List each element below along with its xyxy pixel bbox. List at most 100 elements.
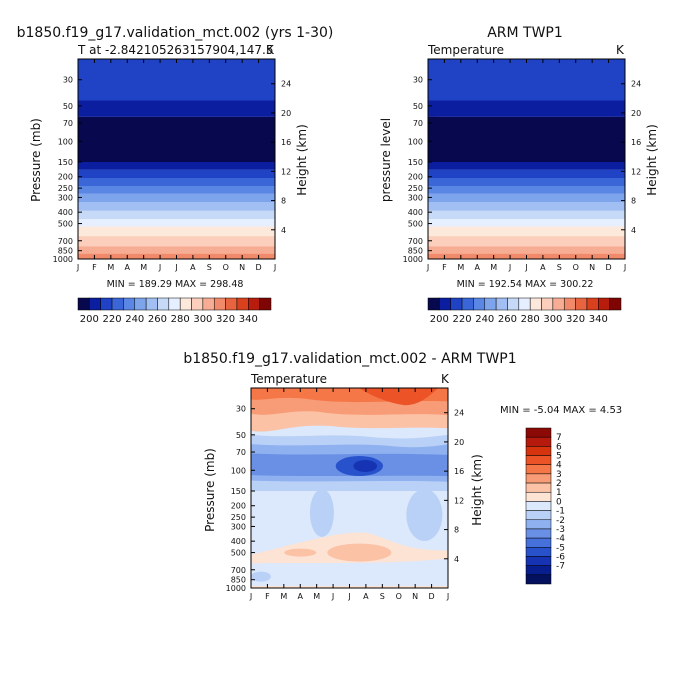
colorbar-label: 340 xyxy=(239,314,258,325)
colorbar-label: 320 xyxy=(216,314,235,325)
colorbar-swatch xyxy=(123,297,136,311)
colorbar-label: 300 xyxy=(193,314,212,325)
x-tick-label: N xyxy=(239,263,245,272)
y-tick-label: 850 xyxy=(408,247,423,256)
colorbar-label: 200 xyxy=(430,314,449,325)
x-tick-label: J xyxy=(426,263,429,272)
y2-tick-label: 12 xyxy=(631,167,641,176)
colorbar-label: 2 xyxy=(556,479,562,489)
field-diff xyxy=(251,388,448,588)
colorbar-swatch xyxy=(525,427,552,438)
contour-band xyxy=(428,219,625,227)
colorbar-swatch xyxy=(248,297,260,311)
panel-diff-subtitle: Temperature xyxy=(250,372,327,386)
colorbar-swatch xyxy=(525,547,552,557)
colorbar-swatch xyxy=(168,297,181,311)
y-tick-label: 700 xyxy=(231,566,246,575)
x-tick-label: O xyxy=(223,263,229,272)
x-tick-label: J xyxy=(174,263,177,272)
y-tick-label: 250 xyxy=(58,184,73,193)
contour-band xyxy=(78,116,275,163)
y2-tick-label: 4 xyxy=(281,226,286,235)
colorbar-label: 340 xyxy=(589,314,608,325)
y2-tick-label: 8 xyxy=(631,197,636,206)
colorbar-swatch xyxy=(525,519,552,530)
x-tick-label: A xyxy=(298,592,304,601)
contour-band xyxy=(78,100,275,117)
colorbar-swatch xyxy=(145,297,158,311)
panel-model-title: b1850.f19_g17.validation_mct.002 (yrs 1-… xyxy=(17,25,334,41)
x-tick-label: M xyxy=(457,263,464,272)
x-tick-label: D xyxy=(428,592,434,601)
colorbar-swatch xyxy=(525,473,552,484)
panel-diff: b1850.f19_g17.validation_mct.002 - ARM T… xyxy=(183,351,622,601)
panel-model-ylabel: Pressure (mb) xyxy=(29,118,43,202)
contour-band xyxy=(428,177,625,187)
y2-tick-label: 16 xyxy=(454,467,464,476)
colorbar-swatch xyxy=(427,297,440,311)
colorbar-label: 4 xyxy=(556,461,562,471)
colorbar-label: -4 xyxy=(556,534,565,544)
x-tick-label: D xyxy=(255,263,261,272)
panel-model-units: K xyxy=(266,43,275,57)
colorbar-swatch xyxy=(525,446,552,456)
panel-model-subtitle: T at -2.842105263157904,147.5 xyxy=(77,43,274,57)
panel-obs-ylabel: pressure level xyxy=(379,118,393,202)
colorbar-swatch xyxy=(134,297,147,311)
colorbar-label: 7 xyxy=(556,433,562,443)
colorbar-swatch xyxy=(484,297,497,311)
panel-diff-ylabel: Pressure (mb) xyxy=(203,448,217,532)
panel-obs: ARM TWP1 Temperature K 30 50 70 100 150 200 25… xyxy=(379,25,659,325)
contour-band xyxy=(78,177,275,187)
y2-tick-label: 8 xyxy=(281,197,286,206)
x-tick-label: M xyxy=(140,263,147,272)
x-tick-label: J xyxy=(508,263,511,272)
colorbar-swatch xyxy=(525,574,552,585)
y-tick-label: 30 xyxy=(236,405,246,414)
colorbar-label: 260 xyxy=(498,314,517,325)
colorbar-swatch xyxy=(525,436,552,447)
contour-band xyxy=(428,169,625,178)
x-tick-label: A xyxy=(363,592,369,601)
colorbar-swatch xyxy=(518,297,531,311)
y2-tick-label: 20 xyxy=(631,109,641,118)
colorbar-label: 260 xyxy=(148,314,167,325)
contour-band xyxy=(428,116,625,163)
panel-obs-subtitle: Temperature xyxy=(427,43,504,57)
colorbar-label: -2 xyxy=(556,516,565,526)
colorbar-swatch xyxy=(236,297,249,311)
colorbar-label: 280 xyxy=(171,314,190,325)
x-tick-label: J xyxy=(249,592,252,601)
contour-band xyxy=(428,210,625,220)
y2-tick-label: 20 xyxy=(281,109,291,118)
x-tick-label: J xyxy=(623,263,626,272)
y-tick-label: 100 xyxy=(231,466,246,475)
colorbar-swatch xyxy=(507,297,520,311)
x-tick-label: M xyxy=(313,592,320,601)
x-tick-label: J xyxy=(446,592,449,601)
colorbar-label: 320 xyxy=(566,314,585,325)
x-tick-label: N xyxy=(412,592,418,601)
colorbar-label: -1 xyxy=(556,507,565,517)
x-tick-label: J xyxy=(331,592,334,601)
x-tick-label: O xyxy=(396,592,402,601)
y2-tick-label: 24 xyxy=(281,80,291,89)
y-tick-label: 500 xyxy=(58,220,73,229)
y-tick-label: 500 xyxy=(231,549,246,558)
contour-band xyxy=(78,246,275,254)
colorbar-swatch xyxy=(525,528,552,539)
x-tick-label: F xyxy=(442,263,447,272)
y-tick-label: 250 xyxy=(231,513,246,522)
colorbar-label: 240 xyxy=(125,314,144,325)
contour-band xyxy=(78,162,275,170)
contour-band xyxy=(78,169,275,178)
y-tick-label: 70 xyxy=(63,119,73,128)
y2-tick-label: 20 xyxy=(454,438,464,447)
colorbar-label: -5 xyxy=(556,543,565,553)
x-tick-label: D xyxy=(605,263,611,272)
colorbar-swatch xyxy=(598,297,610,311)
contour-band xyxy=(78,186,275,194)
colorbar-label: -3 xyxy=(556,525,565,535)
